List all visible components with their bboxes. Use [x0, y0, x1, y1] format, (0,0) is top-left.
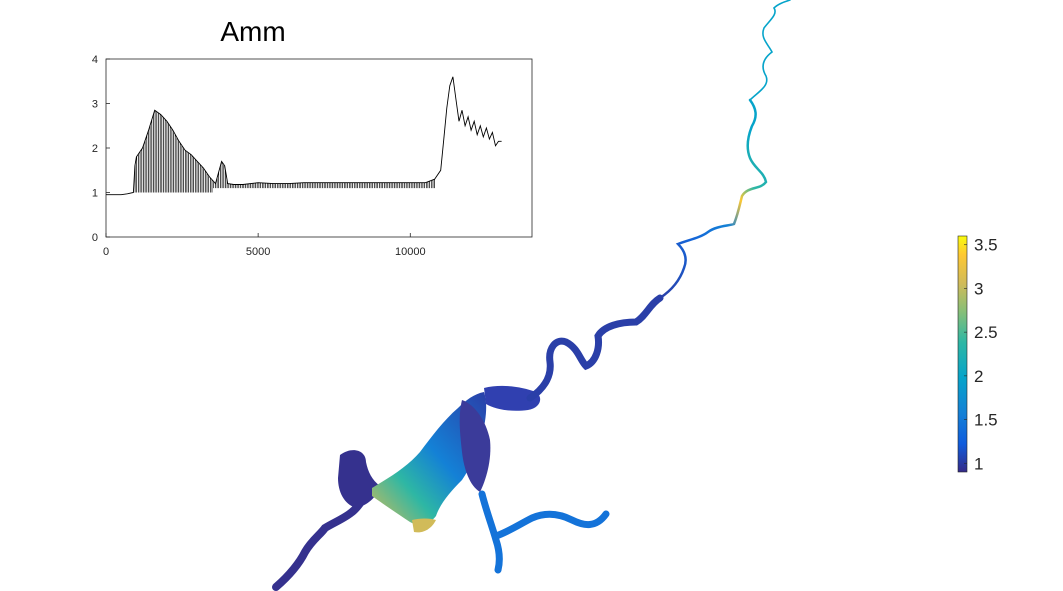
y-tick-label: 4	[92, 54, 98, 66]
x-tick-label: 10000	[395, 246, 426, 258]
colorbar: 1 1.5 2 2.5 3 3.5	[957, 235, 998, 473]
river-outlet-channel	[272, 490, 372, 591]
y-axis: 0 1 2 3 4	[92, 54, 110, 244]
y-tick-label: 2	[92, 143, 98, 155]
y-tick-label: 1	[92, 188, 98, 200]
main-river-upper	[749, 0, 791, 101]
colorbar-ticks: 1 1.5 2 2.5 3 3.5	[964, 236, 998, 473]
colorbar-tick-label: 1.5	[974, 411, 998, 430]
colorbar-tick-label: 1	[974, 454, 983, 473]
amm-oscillation-band	[134, 110, 435, 193]
left-bay	[338, 450, 380, 508]
main-river-middle	[658, 98, 768, 300]
y-tick-label: 3	[92, 99, 98, 111]
colorbar-tick-label: 2.5	[974, 323, 998, 342]
y-tick-label: 0	[92, 232, 98, 244]
colorbar-gradient	[957, 235, 968, 473]
x-tick-label: 0	[103, 246, 109, 258]
upper-basin	[484, 385, 541, 411]
colorbar-tick-label: 3.5	[974, 236, 998, 255]
lower-right-branch	[478, 490, 610, 574]
x-axis: 0 5000 10000	[103, 233, 426, 258]
colorbar-tick-label: 2	[974, 367, 983, 386]
x-tick-label: 5000	[246, 246, 270, 258]
river-map	[272, 0, 791, 591]
estuary-tip	[412, 518, 436, 533]
estuary-body	[372, 392, 487, 525]
estuary-right-arm	[459, 400, 491, 492]
colorbar-tick-label: 3	[974, 279, 983, 298]
main-river-lower	[526, 294, 664, 402]
amm-oscillation-path	[134, 110, 435, 193]
chart-title: Amm	[220, 16, 285, 47]
inset-chart: Amm 0 5000 10000 0 1 2 3 4	[92, 16, 533, 258]
